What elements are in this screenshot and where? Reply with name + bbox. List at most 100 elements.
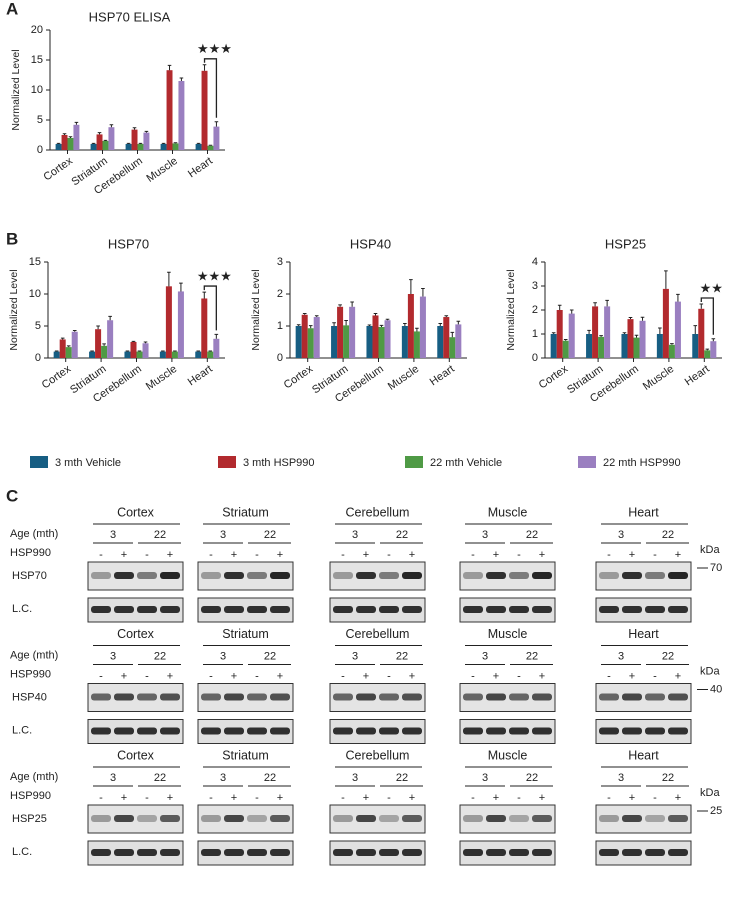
lc-band xyxy=(645,727,665,735)
bar xyxy=(195,144,202,150)
drug-label: HSP990 xyxy=(10,547,51,559)
age-value: 22 xyxy=(662,650,674,662)
y-tick-label: 10 xyxy=(31,84,43,96)
bar xyxy=(337,306,344,358)
age-label: Age (mth) xyxy=(10,528,58,540)
lc-band xyxy=(486,606,506,613)
drug-label: HSP990 xyxy=(10,790,51,802)
bar xyxy=(195,351,202,358)
error-bar xyxy=(593,302,597,307)
error-bar xyxy=(179,282,183,292)
y-tick-label: 0 xyxy=(35,352,41,364)
error-bar xyxy=(97,132,102,135)
band xyxy=(532,693,552,701)
bar xyxy=(419,296,426,358)
band xyxy=(622,815,642,822)
band xyxy=(356,693,376,701)
error-bar xyxy=(628,316,633,320)
error-bar xyxy=(202,64,207,71)
bar xyxy=(562,340,569,358)
y-tick-label: 3 xyxy=(277,256,283,268)
drug-sign: - xyxy=(341,549,345,561)
drug-sign: - xyxy=(387,549,391,561)
error-bar xyxy=(102,343,106,346)
significance-stars: ★★ xyxy=(700,280,723,295)
bar xyxy=(662,288,669,358)
drug-sign: - xyxy=(517,670,521,682)
bar xyxy=(401,326,408,358)
bar xyxy=(124,351,131,358)
age-value: 3 xyxy=(110,650,116,662)
band xyxy=(622,693,642,701)
band xyxy=(333,815,353,822)
tissue-label: Muscle xyxy=(488,627,528,641)
drug-sign: + xyxy=(629,792,635,804)
lc-band xyxy=(114,727,134,735)
bar xyxy=(95,329,102,358)
band xyxy=(91,572,111,579)
bar xyxy=(378,326,385,358)
band xyxy=(224,815,244,822)
drug-sign: + xyxy=(277,549,283,561)
lc-band xyxy=(463,849,483,856)
band xyxy=(137,693,157,701)
band xyxy=(645,815,665,822)
y-axis-label: Normalized Level xyxy=(250,269,262,350)
error-bar xyxy=(167,271,171,287)
error-bar xyxy=(196,142,201,144)
age-label: Age (mth) xyxy=(10,771,58,783)
bar xyxy=(331,326,338,358)
marker-label: 25 xyxy=(710,805,722,817)
band xyxy=(91,815,111,822)
bar xyxy=(213,338,220,358)
error-bar xyxy=(379,324,384,327)
lc-band xyxy=(224,727,244,735)
tissue-label: Cortex xyxy=(117,505,155,519)
lc-band xyxy=(532,606,552,613)
tissue-label: Striatum xyxy=(222,627,269,641)
age-value: 3 xyxy=(220,529,226,541)
band xyxy=(137,815,157,822)
bar xyxy=(201,298,208,358)
lc-band xyxy=(379,606,399,613)
lc-band xyxy=(356,727,376,735)
band xyxy=(668,815,688,822)
band xyxy=(599,572,619,579)
tissue-label: Heart xyxy=(628,748,659,762)
bar xyxy=(59,339,66,358)
drug-sign: + xyxy=(363,792,369,804)
marker-label: 70 xyxy=(710,562,722,574)
drug-sign: - xyxy=(99,549,103,561)
x-tick-label: Muscle xyxy=(641,363,676,393)
drug-sign: - xyxy=(341,670,345,682)
bar xyxy=(449,337,456,358)
band xyxy=(270,815,290,822)
lc-band xyxy=(356,849,376,856)
lc-band xyxy=(463,606,483,613)
error-bar xyxy=(138,142,143,144)
error-bar xyxy=(640,316,645,321)
bar xyxy=(171,351,178,358)
band xyxy=(668,572,688,579)
band xyxy=(224,572,244,579)
drug-sign: + xyxy=(629,549,635,561)
error-bar xyxy=(332,322,336,326)
lc-band xyxy=(201,849,221,856)
lc-band xyxy=(622,849,642,856)
band xyxy=(486,693,506,701)
lc-band xyxy=(622,606,642,613)
marker-label: 40 xyxy=(710,683,722,695)
bar xyxy=(550,334,557,358)
error-bar xyxy=(161,142,166,144)
error-bar xyxy=(72,329,77,332)
blot-panel xyxy=(459,804,556,834)
legend-label: 3 mth HSP990 xyxy=(243,457,315,469)
drug-sign: - xyxy=(653,792,657,804)
error-bar xyxy=(143,341,148,344)
band xyxy=(509,693,529,701)
bar xyxy=(130,342,137,358)
lc-band xyxy=(379,727,399,735)
bar xyxy=(698,308,705,358)
error-bar xyxy=(421,288,425,297)
drug-sign: + xyxy=(409,792,415,804)
